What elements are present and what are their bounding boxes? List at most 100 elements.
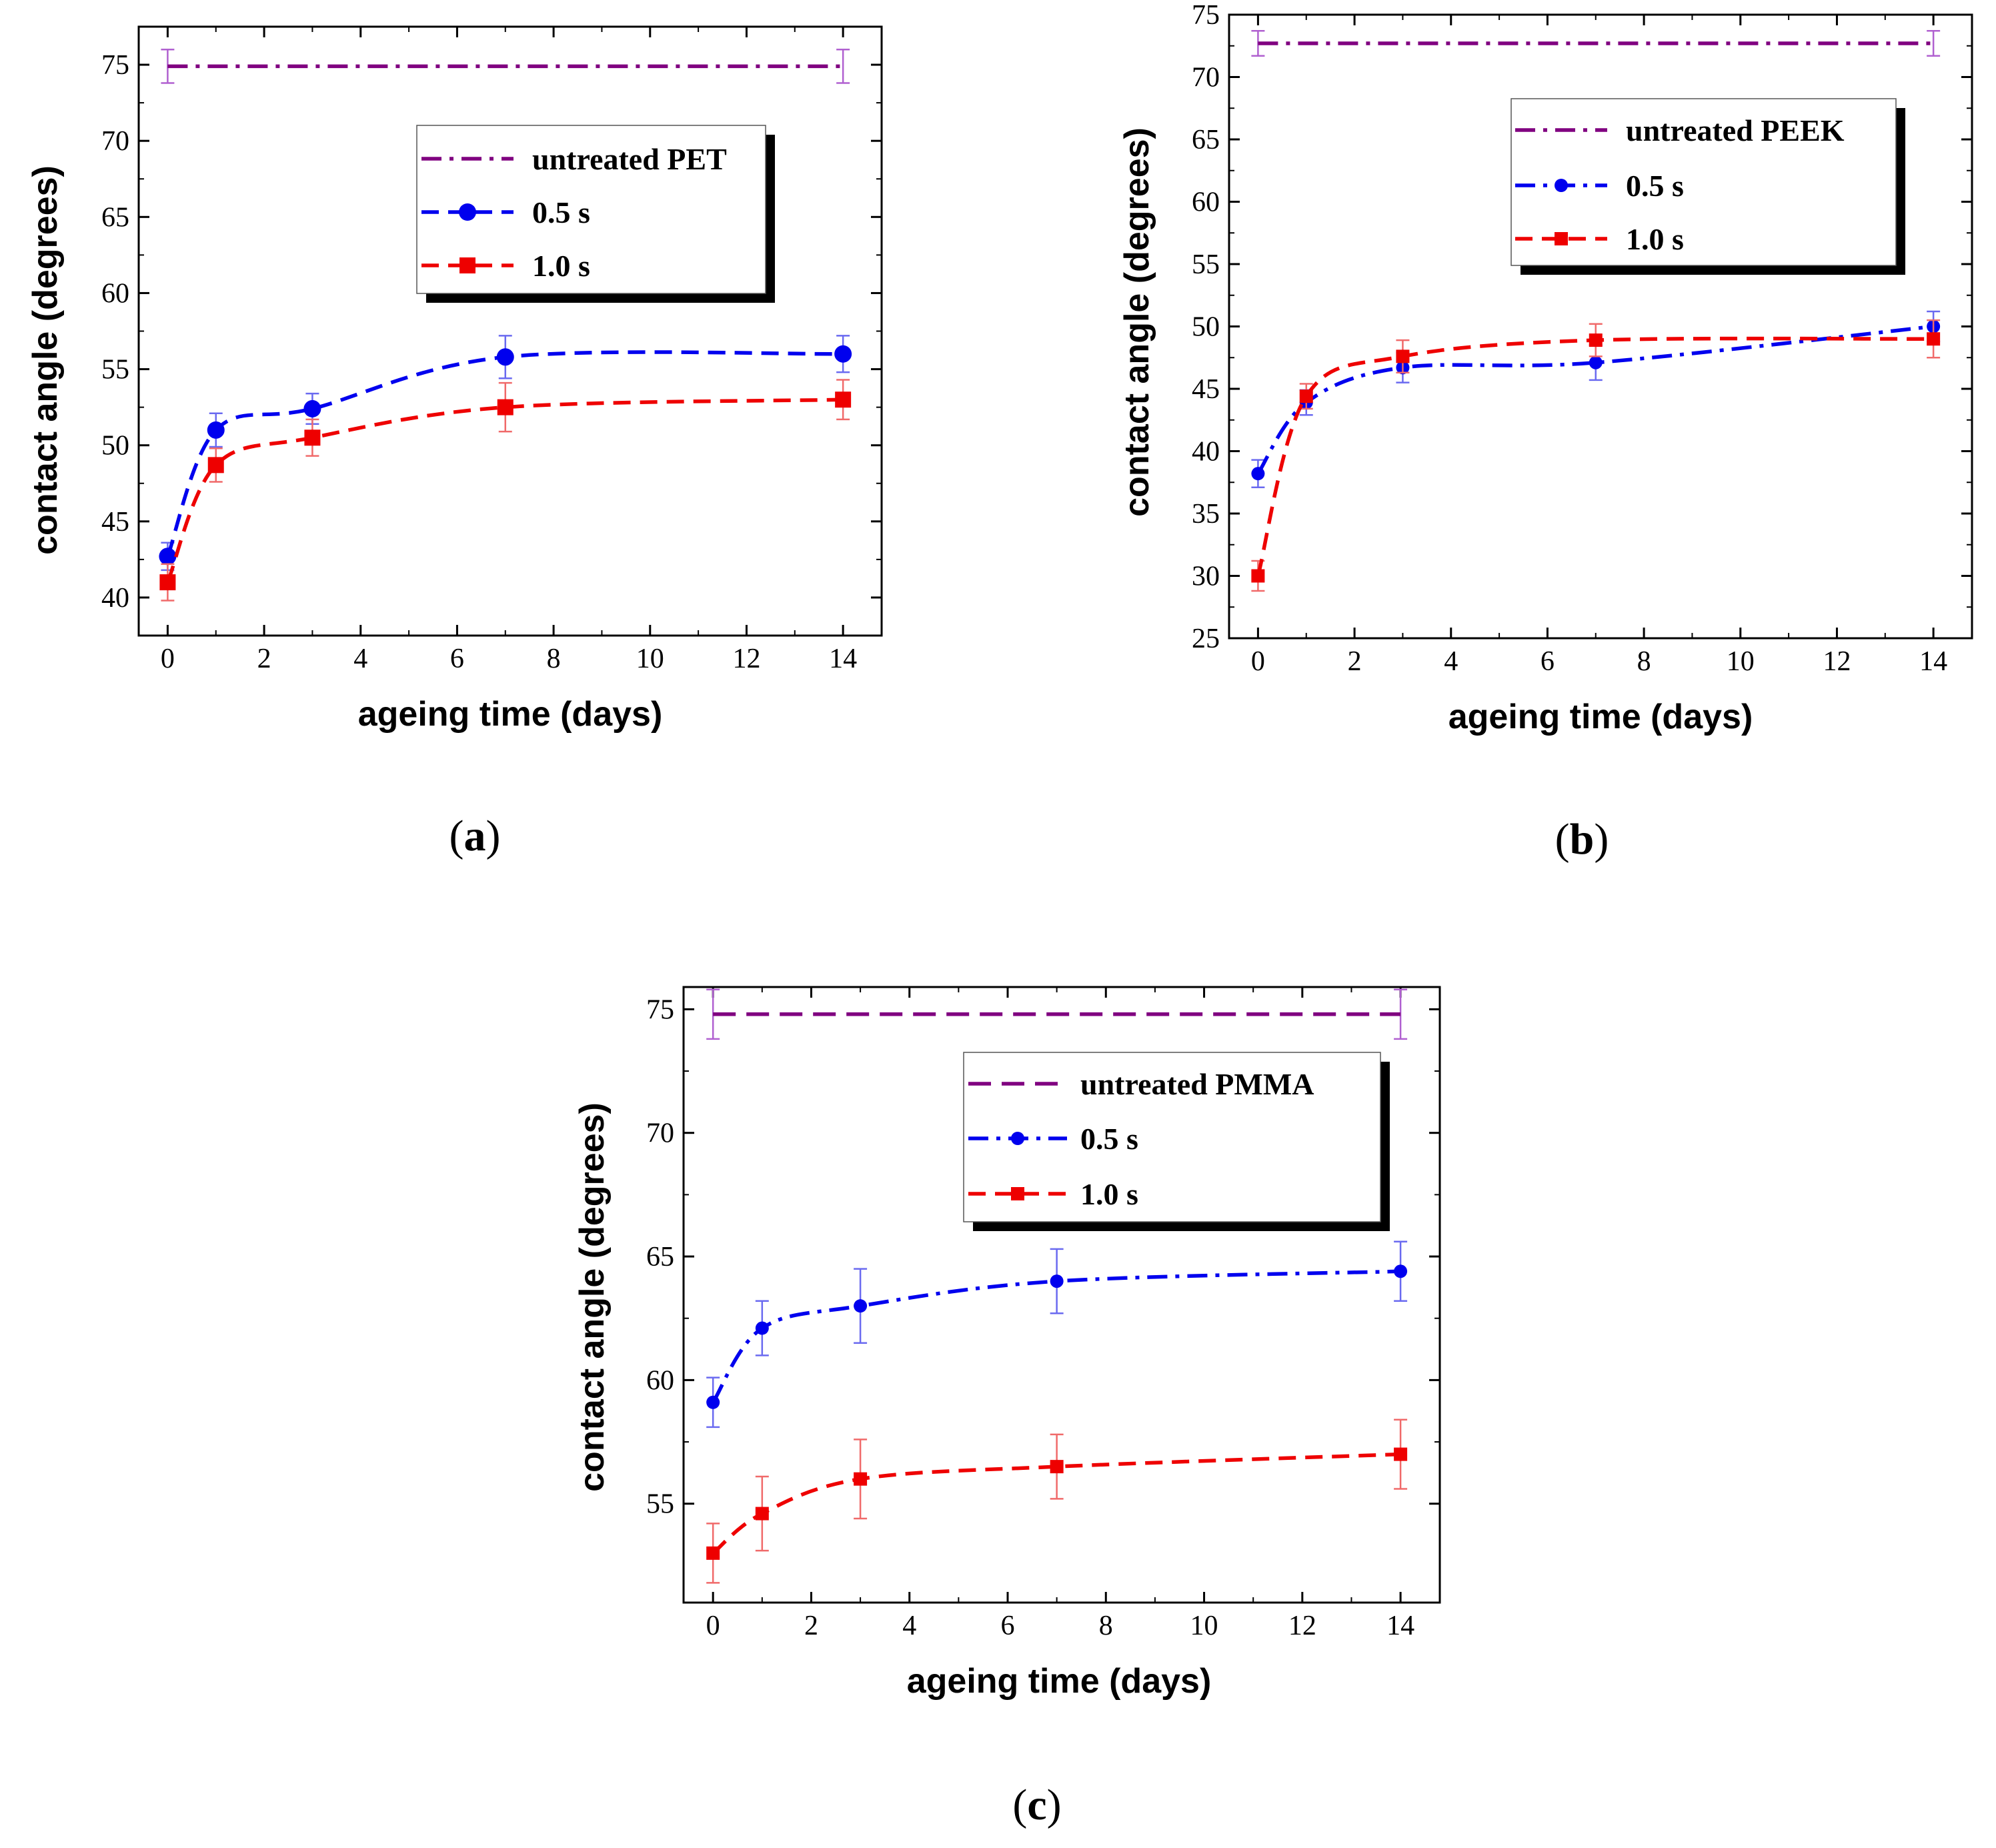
x-tick-label: 2 xyxy=(1348,646,1362,677)
legend-item-untreated: untreated PET xyxy=(421,142,727,176)
data-point xyxy=(1394,1264,1408,1278)
legend-item-s10: 1.0 s xyxy=(968,1177,1138,1211)
data-point xyxy=(303,399,321,417)
y-tick-label: 60 xyxy=(646,1365,674,1396)
x-tick-label: 6 xyxy=(1541,646,1555,677)
y-axis-title-a: contact angle (degrees) xyxy=(26,165,65,555)
y-tick-label: 70 xyxy=(101,126,129,157)
series-line xyxy=(165,397,844,584)
data-point xyxy=(159,548,177,566)
y-tick-label: 75 xyxy=(646,994,674,1025)
y-tick-label: 35 xyxy=(1192,499,1220,530)
x-tick-label: 10 xyxy=(636,644,664,674)
data-point xyxy=(1251,569,1265,583)
x-tick-label: 12 xyxy=(1823,646,1851,677)
y-tick-label: 50 xyxy=(1192,312,1220,343)
x-tick-label: 14 xyxy=(1386,1611,1414,1641)
panel-label-c: (c) xyxy=(1012,1781,1061,1829)
legend-item-s10: 1.0 s xyxy=(421,249,590,283)
y-tick-label: 55 xyxy=(101,355,129,385)
y-tick-label: 30 xyxy=(1192,562,1220,592)
x-tick-label: 6 xyxy=(450,644,464,674)
x-tick-label: 0 xyxy=(706,1611,720,1641)
legend-label: 1.0 s xyxy=(1080,1177,1138,1211)
chart-panel-a: 0 2 4 6 8 10 12 14 40 45 50 55 60 65 70 75 untreated PET… xyxy=(26,25,883,860)
x-tick-label: 2 xyxy=(804,1611,818,1641)
series-c-s05 xyxy=(706,1240,1408,1429)
y-tick-label: 55 xyxy=(1192,249,1220,280)
legend-item-s05: 0.5 s xyxy=(1515,169,1684,203)
panel-letter-c: c xyxy=(1027,1781,1046,1829)
series-b-untreated xyxy=(1251,30,1941,57)
legend-marker xyxy=(1555,232,1568,245)
y-tick-label: 75 xyxy=(101,50,129,81)
x-tick-label: 4 xyxy=(902,1611,916,1641)
legend-item-s10: 1.0 s xyxy=(1515,222,1684,256)
data-point xyxy=(496,348,514,366)
x-axis-title-b: ageing time (days) xyxy=(1448,698,1753,736)
legend-marker xyxy=(1011,1132,1024,1145)
x-tick-label: 12 xyxy=(732,644,760,674)
legend-label: 0.5 s xyxy=(1080,1122,1138,1156)
series-c-untreated xyxy=(706,988,1408,1040)
y-tick-label: 25 xyxy=(1192,624,1220,654)
x-tick-label: 8 xyxy=(547,644,561,674)
legend-marker xyxy=(1011,1187,1024,1200)
x-tick-label: 4 xyxy=(353,644,367,674)
legend-marker xyxy=(1555,179,1568,192)
y-ticks-b: 25 30 35 40 45 50 55 60 65 70 75 xyxy=(1192,0,1972,654)
legend-label: untreated PEEK xyxy=(1626,113,1845,147)
panel-letter-b: b xyxy=(1570,815,1595,864)
plot-frame-c xyxy=(682,986,1441,1604)
legend-item-s05: 0.5 s xyxy=(421,195,590,229)
data-point xyxy=(1396,349,1410,363)
legend-item-untreated: untreated PEEK xyxy=(1515,113,1845,147)
data-point xyxy=(1050,1274,1064,1288)
x-tick-label: 6 xyxy=(1001,1611,1015,1641)
data-point xyxy=(207,421,225,439)
y-tick-label: 45 xyxy=(101,507,129,538)
x-ticks-a: 0 2 4 6 8 10 12 14 xyxy=(161,27,857,674)
y-tick-label: 60 xyxy=(1192,187,1220,218)
panel-label-a: (a) xyxy=(449,812,501,860)
y-tick-label: 55 xyxy=(646,1489,674,1520)
y-tick-label: 50 xyxy=(101,431,129,461)
legend-label: 0.5 s xyxy=(532,195,590,229)
y-axis-title-b: contact angle (degrees) xyxy=(1118,127,1156,517)
x-tick-label: 10 xyxy=(1190,1611,1218,1641)
x-tick-label: 4 xyxy=(1444,646,1458,677)
legend-c: untreated PMMA 0.5 s 1.0 s xyxy=(963,1052,1390,1231)
data-point xyxy=(755,1507,769,1521)
legend-label: 1.0 s xyxy=(1626,222,1684,256)
x-tick-label: 0 xyxy=(1251,646,1265,677)
data-point xyxy=(207,457,224,474)
series-line xyxy=(165,350,844,558)
y-tick-label: 40 xyxy=(1192,437,1220,468)
x-tick-label: 8 xyxy=(1637,646,1651,677)
plot-area-c: 0 2 4 6 8 10 12 14 55 60 65 70 75 untreated PMMA 0.5 s… xyxy=(646,986,1441,1641)
data-point xyxy=(755,1321,769,1335)
series-a-s05 xyxy=(159,335,852,572)
x-axis-title-a: ageing time (days) xyxy=(358,695,663,734)
y-tick-label: 75 xyxy=(1192,0,1220,31)
data-point xyxy=(1589,333,1603,347)
data-point xyxy=(304,429,321,446)
data-point xyxy=(159,574,176,591)
x-tick-label: 14 xyxy=(829,644,857,674)
y-tick-label: 70 xyxy=(1192,63,1220,93)
legend-marker xyxy=(459,257,475,273)
data-point xyxy=(1927,332,1941,346)
x-ticks-b: 0 2 4 6 8 10 12 14 xyxy=(1251,15,1947,677)
x-tick-label: 14 xyxy=(1919,646,1947,677)
data-point xyxy=(834,345,852,363)
y-axis-title-c: contact angle (degrees) xyxy=(573,1102,612,1492)
legend-label: untreated PMMA xyxy=(1080,1067,1314,1101)
x-tick-label: 12 xyxy=(1288,1611,1316,1641)
y-tick-label: 70 xyxy=(646,1118,674,1149)
legend-label: untreated PET xyxy=(532,142,727,176)
legend-label: 1.0 s xyxy=(532,249,590,283)
data-point xyxy=(706,1395,720,1409)
y-ticks-a: 40 45 50 55 60 65 70 75 xyxy=(101,26,882,614)
x-tick-label: 0 xyxy=(161,644,175,674)
